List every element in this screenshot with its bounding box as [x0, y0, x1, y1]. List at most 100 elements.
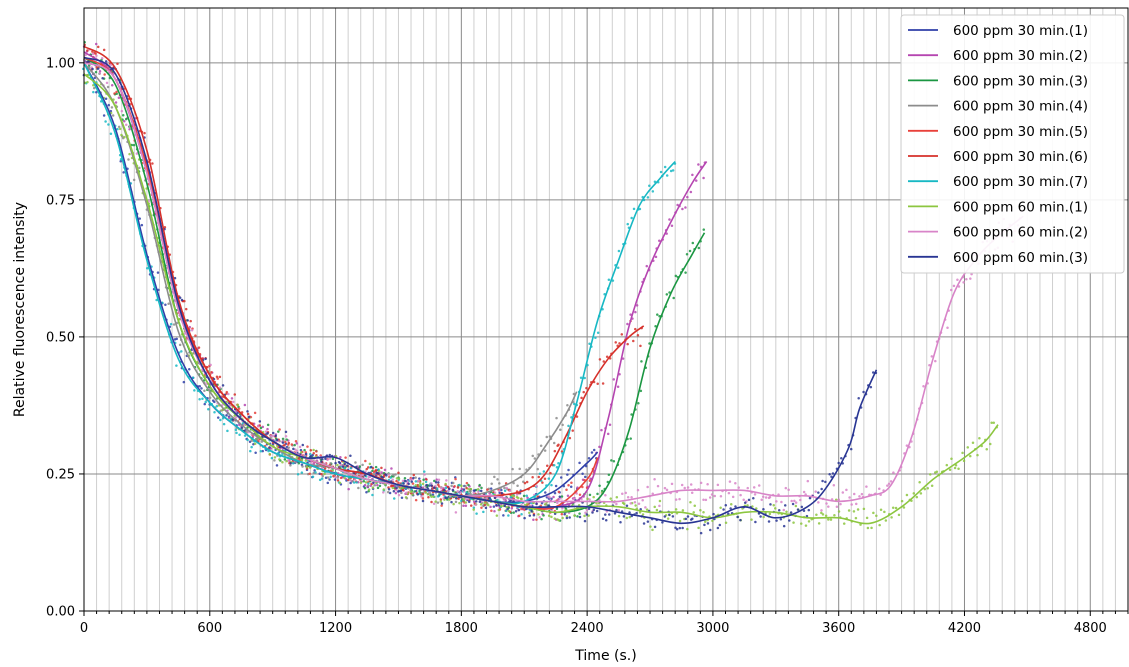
data-point: [506, 507, 509, 511]
data-point: [364, 459, 367, 463]
data-point: [674, 498, 678, 501]
data-point: [256, 425, 260, 428]
legend-item: 600 ppm 30 min.(2): [908, 48, 1088, 64]
data-point: [517, 496, 520, 500]
data-point: [164, 303, 167, 306]
data-point: [226, 429, 229, 433]
data-point: [510, 507, 514, 510]
data-point: [116, 127, 119, 131]
data-point: [691, 517, 694, 520]
data-point: [678, 526, 682, 530]
data-point: [764, 496, 768, 499]
data-point: [247, 415, 251, 419]
data-point: [453, 485, 456, 488]
data-point: [138, 166, 141, 170]
data-point: [860, 492, 864, 496]
data-point: [444, 486, 448, 490]
legend-item: 600 ppm 30 min.(6): [908, 149, 1088, 165]
data-point: [834, 498, 838, 501]
data-point: [637, 402, 640, 405]
data-point: [553, 512, 557, 516]
data-point: [128, 152, 131, 156]
data-point: [928, 363, 931, 367]
data-point: [172, 323, 176, 326]
data-point: [436, 495, 440, 498]
data-point: [387, 478, 391, 482]
data-point: [688, 249, 692, 253]
y-axis-ticks: 0.00 0.25 0.50 0.75 1.00: [46, 56, 84, 620]
data-point: [448, 498, 451, 501]
data-point: [98, 70, 102, 73]
y-tick-label: 0.25: [46, 467, 75, 482]
data-point: [839, 502, 842, 506]
data-point: [653, 525, 657, 529]
data-point: [615, 502, 618, 506]
data-point: [915, 495, 919, 499]
data-point: [950, 457, 953, 461]
data-point: [817, 522, 821, 525]
data-point: [218, 375, 222, 379]
data-point: [845, 488, 848, 492]
data-point: [308, 466, 312, 469]
data-point: [708, 496, 712, 499]
data-point: [571, 429, 574, 432]
data-point: [125, 123, 128, 127]
data-point: [392, 473, 395, 477]
data-point: [94, 42, 98, 46]
data-point: [198, 385, 202, 388]
data-point: [665, 488, 669, 492]
data-point: [578, 461, 581, 465]
data-point: [167, 302, 170, 305]
data-point: [693, 504, 697, 507]
x-tick-label: 3000: [696, 621, 729, 636]
data-point: [805, 514, 809, 518]
data-point: [832, 483, 836, 487]
data-point: [600, 428, 603, 432]
data-point: [411, 482, 415, 485]
data-point: [361, 463, 364, 467]
data-point: [406, 480, 409, 483]
data-point: [311, 475, 315, 479]
data-point: [523, 481, 527, 485]
data-point: [216, 416, 220, 419]
data-point: [236, 403, 239, 407]
data-point: [460, 499, 463, 503]
plot-frame: [83, 7, 1129, 612]
data-point: [348, 478, 352, 482]
data-point: [378, 484, 382, 488]
data-point: [531, 475, 534, 479]
series-lines: [83, 45, 1024, 525]
data-point: [86, 80, 89, 84]
data-point: [992, 421, 996, 425]
data-point: [452, 502, 455, 506]
data-point: [591, 511, 594, 514]
data-point: [221, 417, 225, 420]
data-point: [702, 228, 706, 231]
data-point: [560, 495, 564, 498]
data-point: [338, 481, 342, 485]
data-point: [276, 438, 279, 442]
data-point: [670, 224, 674, 228]
data-point: [617, 514, 621, 518]
data-point: [397, 471, 400, 475]
data-point: [625, 516, 629, 520]
data-point: [387, 488, 391, 491]
data-point: [962, 459, 966, 463]
data-point: [640, 360, 643, 363]
data-point: [702, 498, 705, 501]
data-point: [902, 506, 906, 509]
data-point: [632, 207, 636, 211]
data-point: [341, 465, 345, 468]
legend-label: 600 ppm 60 min.(2): [953, 225, 1088, 241]
data-point: [552, 441, 556, 445]
data-point: [439, 498, 443, 501]
data-point: [610, 459, 613, 462]
data-point: [203, 389, 206, 392]
data-point: [490, 482, 493, 485]
data-point: [266, 427, 269, 431]
data-point: [246, 438, 249, 442]
data-point: [326, 476, 330, 479]
data-point: [208, 396, 212, 400]
data-point: [621, 492, 624, 496]
data-point: [712, 512, 715, 516]
